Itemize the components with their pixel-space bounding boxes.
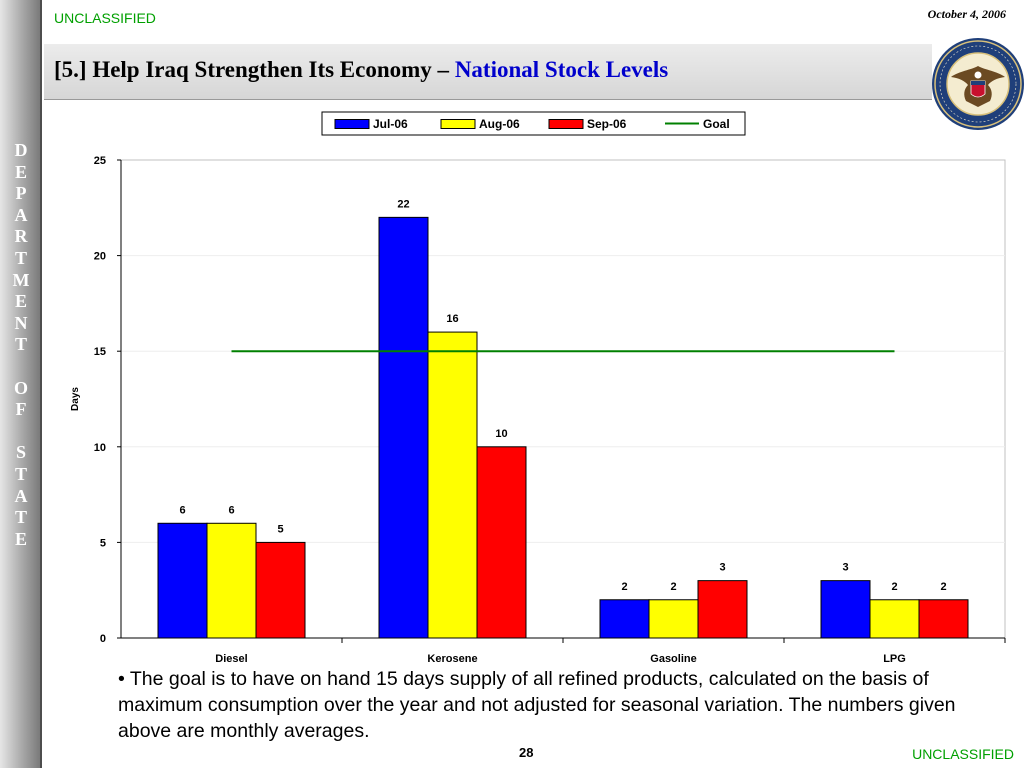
data-label: 6 <box>228 504 234 516</box>
data-label: 6 <box>179 504 185 516</box>
bar <box>599 599 650 639</box>
sidebar-letter: T <box>14 507 27 528</box>
sidebar-letter: A <box>14 485 28 506</box>
bar <box>427 331 478 639</box>
data-label: 16 <box>446 313 458 325</box>
y-tick-label: 10 <box>94 442 106 454</box>
data-label: 2 <box>670 581 676 593</box>
data-label: 3 <box>719 562 725 574</box>
sidebar-letter: T <box>14 247 27 268</box>
sidebar-letter: E <box>14 291 27 312</box>
title-accent: National Stock Levels <box>454 57 669 82</box>
legend-swatch <box>440 119 476 129</box>
data-label: 3 <box>842 562 848 574</box>
bar <box>869 599 920 639</box>
bar <box>157 522 208 639</box>
y-axis-title: Days <box>70 387 81 411</box>
bar <box>206 522 257 639</box>
data-label: 5 <box>277 523 283 535</box>
footnote: • The goal is to have on hand 15 days su… <box>118 668 956 742</box>
x-tick-label: LPG <box>883 653 906 665</box>
x-tick-label: Gasoline <box>650 653 696 665</box>
data-label: 22 <box>397 198 409 210</box>
y-tick-label: 15 <box>94 346 106 358</box>
classification-bottom: UNCLASSIFIED <box>912 746 1014 762</box>
page-number: 28 <box>519 745 534 760</box>
y-tick-label: 5 <box>100 537 106 549</box>
bar <box>378 216 429 639</box>
sidebar-letter: D <box>14 140 28 160</box>
legend-swatch <box>548 119 584 129</box>
sidebar-letter: T <box>14 463 27 484</box>
legend-label: Jul-06 <box>373 117 408 131</box>
x-tick-label: Diesel <box>215 653 247 665</box>
legend-box <box>321 111 746 136</box>
classification-top: UNCLASSIFIED <box>54 10 156 26</box>
data-label: 10 <box>495 428 507 440</box>
legend-label: Sep-06 <box>587 117 627 131</box>
bar <box>820 580 871 639</box>
sidebar-letter: E <box>14 161 27 182</box>
sidebar-letter: N <box>14 312 28 333</box>
bar <box>648 599 699 639</box>
sidebar-letter: R <box>14 226 28 247</box>
slide-date: October 4, 2006 <box>927 7 1006 21</box>
legend-swatch <box>334 119 370 129</box>
title-main: [5.] Help Iraq Strengthen Its Economy – <box>54 57 455 82</box>
legend-label: Goal <box>703 117 730 131</box>
sidebar-letter: P <box>15 183 27 204</box>
data-label: 2 <box>940 581 946 593</box>
bar <box>255 541 306 639</box>
bar <box>918 599 969 639</box>
sidebar-letter: T <box>14 334 27 355</box>
y-tick-label: 25 <box>94 155 106 167</box>
sidebar-letter: A <box>14 204 28 225</box>
sidebar-letter: M <box>12 269 30 290</box>
sidebar-letter: E <box>14 528 27 549</box>
title-band <box>44 44 932 100</box>
legend-label: Aug-06 <box>479 117 520 131</box>
data-label: 2 <box>621 581 627 593</box>
department-of-state-seal <box>932 38 1024 130</box>
slide-title: [5.] Help Iraq Strengthen Its Economy – … <box>54 57 668 83</box>
data-label: 2 <box>891 581 897 593</box>
sidebar-letter: O <box>13 377 28 398</box>
sidebar-letter: F <box>15 399 27 420</box>
x-tick-label: Kerosene <box>427 653 477 665</box>
bar <box>476 446 527 639</box>
y-tick-label: 0 <box>100 633 106 645</box>
sidebar-letter: S <box>15 442 26 463</box>
y-tick-label: 20 <box>94 251 106 263</box>
bar <box>697 580 748 639</box>
